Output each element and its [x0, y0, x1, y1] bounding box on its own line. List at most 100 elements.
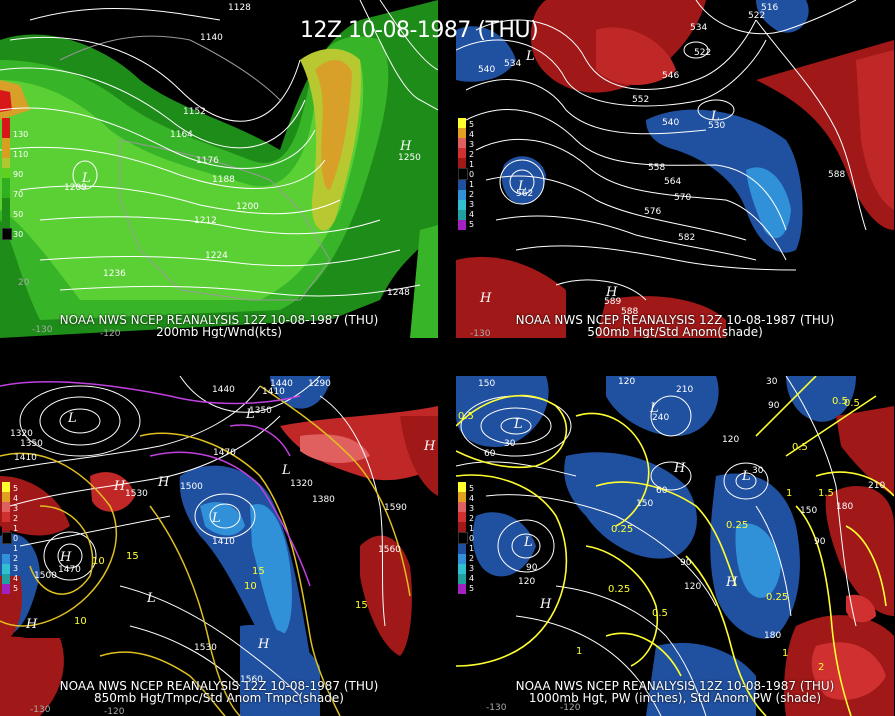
contour-label: 180 — [764, 631, 781, 641]
wind-speed-legend: 130 110 90 70 50 30 — [2, 118, 28, 240]
contour-label: 1176 — [196, 156, 219, 166]
legend-label: 4 — [469, 574, 475, 583]
legend-label: 5 — [469, 220, 475, 229]
high-center-marker: H — [539, 597, 552, 612]
high-center-marker: H — [605, 285, 618, 300]
longitude-label: -130 — [486, 703, 507, 713]
legend-swatch — [2, 198, 10, 208]
contour-label: 589 — [604, 297, 621, 307]
contour-label: 1440 — [270, 379, 293, 389]
legend-label: 5 — [469, 120, 475, 129]
contour-label: 540 — [478, 65, 495, 75]
map-1000mb: 150 120 210 240 120 90 60 30 30 150 180 … — [456, 376, 894, 716]
low-center-marker: L — [710, 109, 720, 124]
contour-label: 576 — [644, 207, 661, 217]
contour-label: 60 — [656, 486, 668, 496]
longitude-label: -130 — [32, 325, 53, 335]
legend-swatch — [458, 138, 466, 148]
contour-label: 522 — [694, 48, 711, 58]
panel-caption: NOAA NWS NCEP REANALYSIS 12Z 10-08-1987 … — [456, 680, 894, 704]
legend-swatch — [2, 178, 10, 188]
contour-label: 1164 — [170, 130, 193, 140]
panel-200mb: 1128 1140 1152 1164 1176 1188 1200 1212 … — [0, 0, 438, 338]
legend-label: 3 — [13, 504, 19, 513]
contour-label: 1410 — [14, 453, 37, 463]
longitude-label: -120 — [100, 329, 121, 338]
caption-source: NOAA NWS NCEP REANALYSIS 12Z 10-08-1987 … — [515, 313, 835, 327]
contour-label: 30 — [504, 439, 516, 449]
contour-label: 90 — [768, 401, 780, 411]
low-center-marker: L — [67, 411, 77, 426]
legend-swatch — [2, 168, 10, 178]
low-center-marker: L — [523, 535, 533, 550]
high-center-marker: H — [25, 617, 38, 632]
precipitable-water-label: 0.5 — [792, 442, 808, 453]
anomaly-legend: 5 4 3 2 1 0 1 2 3 4 5 — [458, 482, 474, 594]
legend-swatch — [458, 554, 466, 564]
legend-label: 1 — [469, 524, 475, 533]
precipitable-water-label: 0.5 — [832, 396, 848, 407]
legend-label: 30 — [13, 230, 24, 239]
legend-swatch — [458, 544, 466, 554]
legend-label: 2 — [469, 190, 475, 199]
low-center-marker: L — [211, 511, 221, 526]
legend-swatch — [458, 512, 466, 522]
contour-label: 120 — [722, 435, 739, 445]
contour-label: 1410 — [262, 387, 285, 397]
legend-label: 1 — [469, 180, 475, 189]
legend-label: 2 — [469, 514, 475, 523]
legend-swatch — [2, 138, 10, 148]
contour-label: 1236 — [103, 269, 126, 279]
legend-swatch — [2, 544, 10, 554]
contour-label: 1560 — [240, 675, 263, 685]
legend-swatch — [458, 200, 466, 210]
low-center-marker: L — [81, 171, 91, 186]
legend-swatch — [458, 574, 466, 584]
low-center-marker: L — [146, 591, 156, 606]
legend-label: 4 — [469, 210, 475, 219]
contour-label: 210 — [676, 385, 693, 395]
legend-label: 0 — [469, 170, 475, 179]
precipitable-water-label: 0.5 — [844, 398, 860, 409]
temperature-label: 15 — [355, 600, 368, 611]
contour-label: 1380 — [312, 495, 335, 505]
contour-label: 150 — [800, 506, 817, 516]
contour-label: 588 — [621, 307, 638, 317]
contour-label: 1209 — [64, 183, 87, 193]
legend-label: 5 — [469, 584, 475, 593]
legend-label: 1 — [469, 544, 475, 553]
contour-label: 1320 — [10, 429, 33, 439]
high-center-marker: H — [673, 461, 686, 476]
longitude-label: -130 — [30, 705, 51, 715]
contour-label: 240 — [652, 413, 669, 423]
contour-label: 1152 — [183, 107, 206, 117]
contour-label: 1188 — [212, 175, 235, 185]
contour-label: 1320 — [290, 479, 313, 489]
legend-label: 0 — [469, 534, 475, 543]
temperature-label: 15 — [252, 566, 265, 577]
temperature-label: 10 — [92, 556, 105, 567]
panel-caption: NOAA NWS NCEP REANALYSIS 12Z 10-08-1987 … — [0, 680, 438, 704]
contour-label: 1350 — [20, 439, 43, 449]
caption-field: 200mb Hgt/Wnd(kts) — [156, 325, 282, 338]
high-center-marker: H — [423, 439, 436, 454]
longitude-label: -120 — [104, 707, 125, 716]
contour-label: 1350 — [249, 406, 272, 416]
legend-swatch — [2, 522, 10, 532]
legend-label: 5 — [13, 484, 19, 493]
contour-label: 1248 — [387, 288, 410, 298]
legend-swatch — [458, 180, 466, 190]
contour-label: 1500 — [34, 571, 57, 581]
contour-label: 60 — [484, 449, 496, 459]
contour-label: 150 — [636, 499, 653, 509]
legend-swatch — [458, 210, 466, 220]
legend-swatch — [2, 512, 10, 522]
contour-label: 552 — [632, 95, 649, 105]
low-center-marker: L — [281, 463, 291, 478]
precipitable-water-label: 1 — [576, 646, 582, 657]
contour-label: 1530 — [125, 489, 148, 499]
temperature-label: 10 — [244, 581, 257, 592]
legend-swatch — [458, 118, 466, 128]
panel-caption: NOAA NWS NCEP REANALYSIS 12Z 10-08-1987 … — [0, 314, 438, 338]
contour-label: 1500 — [180, 482, 203, 492]
